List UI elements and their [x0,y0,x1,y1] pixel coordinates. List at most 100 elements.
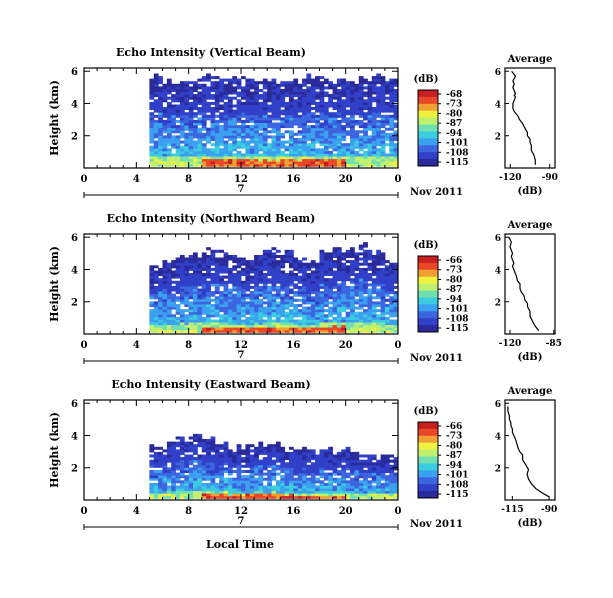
heatmap-cell [332,127,338,131]
heatmap-cell [323,112,329,116]
heatmap-cell [184,156,190,160]
heatmap-cell [162,470,168,473]
heatmap-cell [341,467,347,471]
heatmap-cell [184,488,190,492]
heatmap-cell [162,309,168,313]
heatmap-cell [258,278,264,282]
heatmap-cell [371,109,377,113]
heatmap-cell [393,457,399,461]
heatmap-cell [175,114,181,118]
heatmap-cell [267,293,272,297]
heatmap-cell [245,454,251,458]
heatmap-cell [241,109,246,113]
heatmap-cell [179,283,185,287]
heatmap-cell [158,140,163,144]
heatmap-cell [336,454,342,458]
heatmap-cell [171,485,176,489]
heatmap-cell [179,163,185,167]
heatmap-cell [258,107,264,110]
heatmap-cell [367,96,373,100]
heatmap-cell [249,480,255,484]
heatmap-cell [210,470,216,473]
heatmap-cell [297,143,303,147]
heatmap-cell [341,327,347,331]
heatmap-cell [302,293,307,297]
heatmap-cell [262,291,268,295]
heatmap-cell [236,472,242,476]
colorbar-swatch [418,318,438,326]
heatmap-cell [319,104,325,108]
heatmap-cell [328,280,333,284]
heatmap-cell [310,280,316,284]
heatmap-cell [241,101,246,105]
heatmap-cell [284,117,290,121]
heatmap-cell [158,81,163,85]
heatmap-cell [358,163,364,167]
heatmap-cell [345,288,351,292]
heatmap-cell [262,143,268,147]
heatmap-cell [354,285,360,289]
heatmap-cell [275,280,281,284]
heatmap-cell [258,94,264,98]
heatmap-cell [214,99,220,103]
heatmap-cell [323,262,329,266]
heatmap-cell [149,490,155,494]
heatmap-cell [171,127,176,131]
heatmap-cell [363,477,368,481]
heatmap-cell [393,125,399,129]
heatmap-cell [289,490,294,494]
heatmap-cell [345,148,351,152]
heatmap-cell [328,319,333,323]
heatmap-cell [241,490,246,494]
heatmap-cell [280,309,286,313]
heatmap-cell [354,91,360,95]
heatmap-cell [336,327,342,331]
heatmap-cell [358,130,364,134]
heatmap-cell [193,472,198,476]
heatmap-cell [206,138,211,141]
heatmap-cell [254,270,259,274]
heatmap-cell [153,314,159,318]
heatmap-cell [175,273,181,276]
heatmap-cell [149,135,155,139]
heatmap-cell [363,319,368,323]
heatmap-cell [367,482,373,486]
heatmap-cell [262,130,268,134]
heatmap-cell [354,470,360,473]
heatmap-cell [267,444,272,448]
heatmap-cell [201,304,207,307]
heatmap-cell [323,94,329,98]
heatmap-cell [158,462,163,466]
heatmap-cell [384,260,390,264]
heatmap-cell [389,143,395,147]
heatmap-cell [201,495,207,499]
heatmap-cell [393,91,399,95]
heatmap-cell [210,462,216,466]
heatmap-cell [232,285,238,289]
heatmap-cell [162,482,168,486]
heatmap-cell [384,83,390,87]
heatmap-cell [214,163,220,167]
heatmap-cell [227,96,233,100]
heatmap-cell [188,436,194,440]
heatmap-cell [171,280,176,284]
heatmap-cell [223,260,229,264]
heatmap-cell [315,148,320,152]
heatmap-cell [380,475,386,479]
heatmap-cell [175,462,181,466]
heatmap-cell [232,329,238,333]
heatmap-cell [310,324,316,328]
heatmap-cell [323,267,329,271]
heatmap-cell [336,89,342,92]
heatmap-cell [389,135,395,139]
heatmap-cell [380,493,386,497]
heatmap-cell [341,273,347,276]
heatmap-cell [380,283,386,287]
heatmap-cell [267,81,272,85]
heatmap-cell [297,260,303,264]
heatmap-cell [341,477,347,481]
heatmap-cell [179,464,185,468]
heatmap-cell [201,150,207,154]
heatmap-cell [175,127,181,131]
heatmap-cell [350,161,355,165]
